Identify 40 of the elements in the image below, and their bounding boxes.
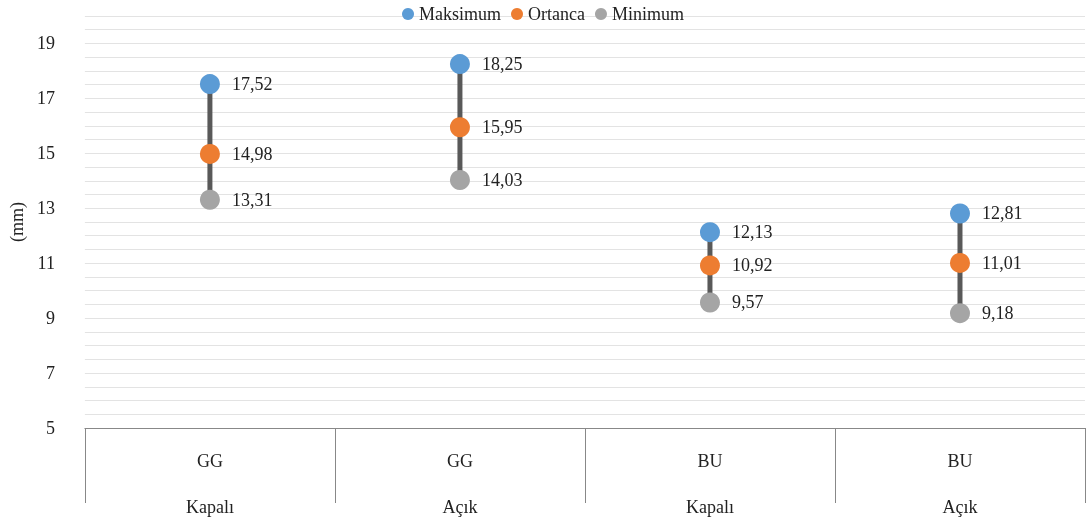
- category-label: BU Açık: [942, 451, 978, 517]
- data-label: 12,13: [731, 222, 773, 243]
- y-tick-label: 17: [36, 88, 55, 109]
- y-tick-label: 11: [37, 253, 55, 274]
- data-label: 13,31: [231, 189, 273, 210]
- point: [699, 292, 720, 313]
- point: [950, 252, 970, 273]
- category-label: BU Kapalı: [685, 451, 734, 517]
- y-tick-label: 13: [36, 198, 55, 219]
- data-label: 17,52: [231, 74, 273, 95]
- legend-label: Maksimum: [419, 4, 502, 24]
- data-label: 9,57: [731, 292, 764, 313]
- point: [199, 189, 220, 210]
- point: [199, 143, 220, 164]
- data-label: 14,98: [231, 143, 273, 164]
- y-tick-label: 5: [45, 418, 55, 438]
- y-axis-title: (mm): [7, 202, 28, 242]
- y-tick-label: 9: [45, 308, 55, 329]
- point: [449, 117, 470, 138]
- data-label: 10,92: [731, 255, 773, 276]
- data-label: 11,01: [981, 252, 1022, 273]
- point: [199, 74, 220, 95]
- data-label: 18,25: [481, 54, 523, 75]
- point: [950, 303, 970, 324]
- data-label: 14,03: [481, 169, 523, 190]
- legend-label: Ortanca: [528, 4, 585, 24]
- y-tick-label: 7: [45, 363, 55, 384]
- category-label: GG Açık: [442, 451, 478, 517]
- point: [449, 169, 470, 190]
- point: [950, 203, 970, 224]
- data-label: 15,95: [481, 117, 523, 138]
- point: [449, 54, 470, 75]
- point: [699, 255, 720, 276]
- point: [699, 222, 720, 243]
- y-tick-label: 19: [36, 33, 55, 54]
- data-label: 12,81: [981, 203, 1023, 224]
- category-label: GG Kapalı: [185, 451, 234, 517]
- y-tick-label: 15: [36, 143, 55, 164]
- legend-label: Minimum: [611, 4, 684, 24]
- data-label: 9,18: [981, 303, 1014, 324]
